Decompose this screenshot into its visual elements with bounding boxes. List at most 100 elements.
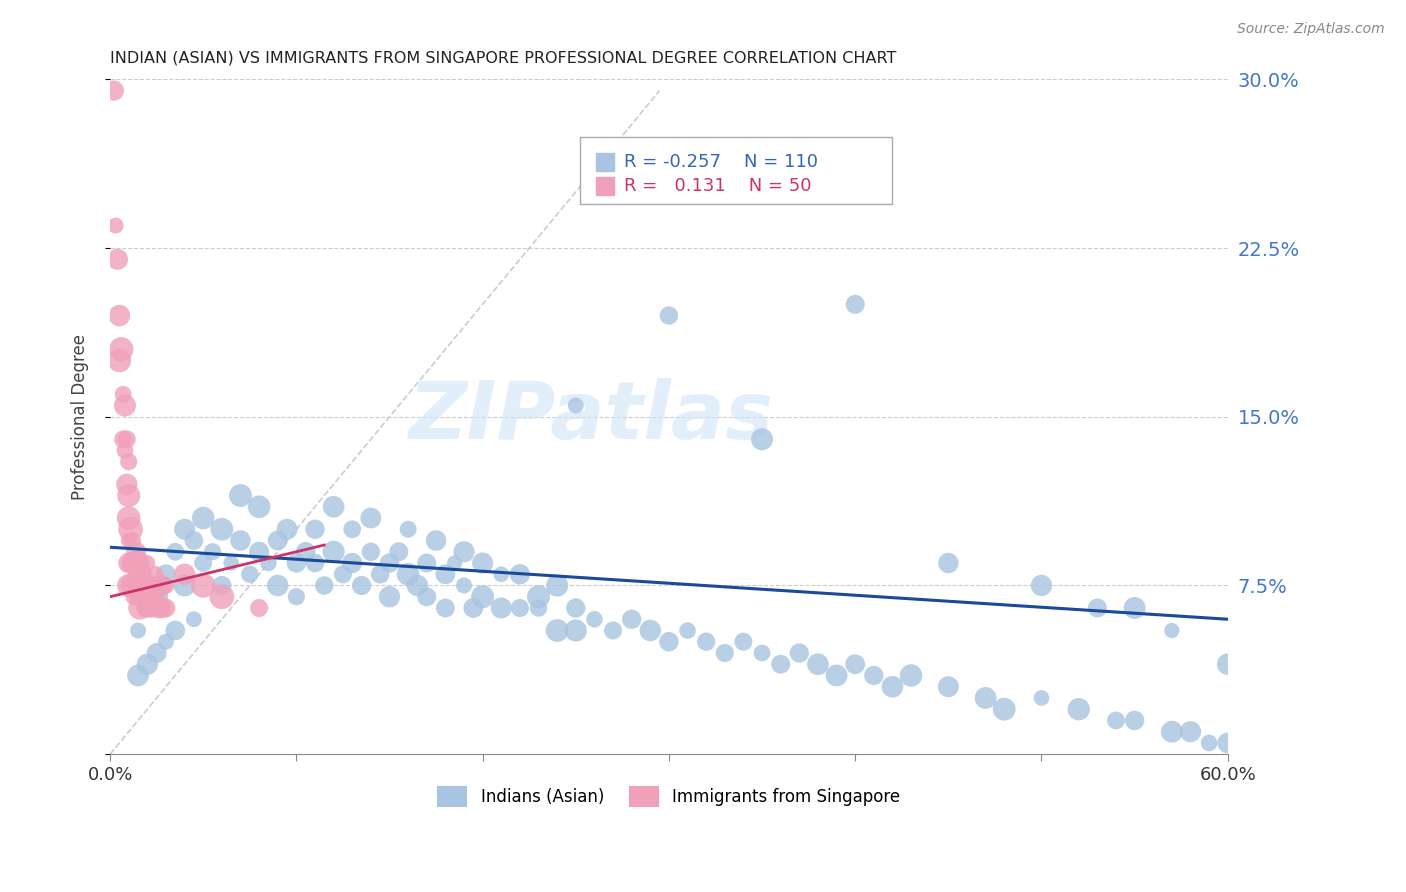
Point bbox=[267, 578, 290, 592]
Point bbox=[136, 601, 159, 615]
Point bbox=[173, 522, 195, 536]
Point bbox=[145, 590, 167, 604]
Point bbox=[388, 545, 411, 559]
Point bbox=[825, 668, 848, 682]
Point bbox=[509, 601, 531, 615]
Point bbox=[1180, 724, 1202, 739]
Text: ZIPatlas: ZIPatlas bbox=[408, 378, 773, 456]
Point bbox=[360, 511, 382, 525]
Point bbox=[360, 545, 382, 559]
Legend: Indians (Asian), Immigrants from Singapore: Indians (Asian), Immigrants from Singapo… bbox=[430, 780, 907, 814]
Point bbox=[314, 578, 336, 592]
Point bbox=[173, 578, 195, 592]
Point bbox=[1160, 724, 1182, 739]
Point bbox=[527, 601, 550, 615]
Point bbox=[114, 443, 136, 458]
Point bbox=[695, 634, 717, 648]
Point bbox=[121, 533, 143, 548]
Point bbox=[304, 556, 326, 570]
Point bbox=[425, 533, 447, 548]
Point bbox=[733, 634, 755, 648]
Point bbox=[453, 545, 475, 559]
Point bbox=[322, 545, 344, 559]
Point bbox=[714, 646, 737, 660]
Point bbox=[211, 578, 233, 592]
Point bbox=[751, 432, 773, 446]
Point bbox=[120, 556, 142, 570]
Point bbox=[769, 657, 792, 672]
Point bbox=[350, 578, 373, 592]
Text: R = -0.257    N = 110: R = -0.257 N = 110 bbox=[624, 153, 818, 171]
Point bbox=[127, 668, 149, 682]
Point bbox=[509, 567, 531, 582]
Point bbox=[183, 612, 205, 626]
Point bbox=[247, 601, 270, 615]
Point bbox=[1105, 714, 1128, 728]
Point bbox=[396, 522, 419, 536]
Point bbox=[285, 590, 308, 604]
Point bbox=[378, 590, 401, 604]
Point bbox=[104, 219, 127, 233]
Point bbox=[1031, 690, 1053, 705]
Point bbox=[229, 533, 252, 548]
Text: Source: ZipAtlas.com: Source: ZipAtlas.com bbox=[1237, 22, 1385, 37]
Point bbox=[658, 309, 681, 323]
Point bbox=[342, 556, 364, 570]
Point bbox=[416, 556, 439, 570]
Point bbox=[142, 578, 165, 592]
Point bbox=[131, 578, 153, 592]
Point bbox=[118, 533, 141, 548]
Point bbox=[936, 556, 959, 570]
Point bbox=[110, 343, 132, 357]
Point bbox=[134, 601, 156, 615]
Point bbox=[974, 690, 997, 705]
Point bbox=[342, 522, 364, 536]
Point bbox=[118, 511, 141, 525]
Point bbox=[155, 578, 177, 592]
Point bbox=[112, 432, 135, 446]
Point bbox=[118, 489, 141, 503]
Point bbox=[132, 590, 155, 604]
Point bbox=[1160, 624, 1182, 638]
Point bbox=[128, 601, 150, 615]
Point bbox=[1123, 601, 1146, 615]
Point bbox=[862, 668, 884, 682]
Point bbox=[1216, 736, 1239, 750]
Point bbox=[136, 556, 159, 570]
Point bbox=[136, 657, 159, 672]
Point bbox=[453, 578, 475, 592]
Point bbox=[121, 578, 143, 592]
Point bbox=[936, 680, 959, 694]
Point bbox=[107, 252, 129, 267]
Point bbox=[844, 297, 866, 311]
Point bbox=[620, 612, 643, 626]
Point bbox=[1085, 601, 1108, 615]
Point bbox=[565, 399, 588, 413]
Point bbox=[807, 657, 830, 672]
Point bbox=[463, 601, 485, 615]
Point bbox=[602, 624, 624, 638]
Point bbox=[396, 567, 419, 582]
Point bbox=[1031, 578, 1053, 592]
Point bbox=[304, 522, 326, 536]
Y-axis label: Professional Degree: Professional Degree bbox=[72, 334, 89, 500]
Point bbox=[193, 578, 215, 592]
Point bbox=[108, 309, 131, 323]
Point bbox=[267, 533, 290, 548]
Point bbox=[139, 601, 162, 615]
Point bbox=[128, 567, 150, 582]
Point bbox=[900, 668, 922, 682]
Point bbox=[247, 500, 270, 514]
Point bbox=[165, 545, 187, 559]
Point bbox=[247, 545, 270, 559]
Point bbox=[108, 353, 131, 368]
Point bbox=[125, 578, 148, 592]
Point bbox=[844, 657, 866, 672]
Point bbox=[434, 601, 457, 615]
Point bbox=[583, 612, 606, 626]
Text: INDIAN (ASIAN) VS IMMIGRANTS FROM SINGAPORE PROFESSIONAL DEGREE CORRELATION CHAR: INDIAN (ASIAN) VS IMMIGRANTS FROM SINGAP… bbox=[110, 51, 897, 66]
Point bbox=[1067, 702, 1090, 716]
Point bbox=[155, 634, 177, 648]
Point bbox=[676, 624, 699, 638]
Point bbox=[143, 567, 166, 582]
